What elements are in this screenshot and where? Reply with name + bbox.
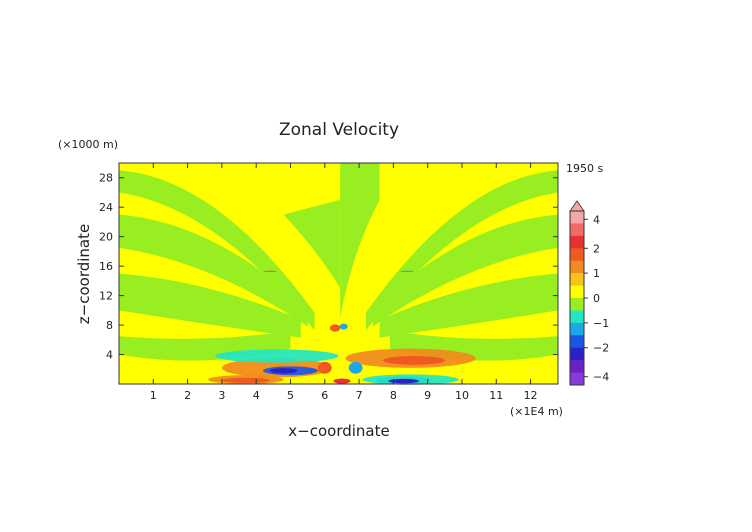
colorbar-tick-label: 1 <box>593 267 600 280</box>
x-tick-label: 11 <box>489 389 503 402</box>
colorbar-tick-label: −2 <box>593 342 609 355</box>
colorbar-level <box>570 335 584 349</box>
colorbar-level <box>570 322 584 336</box>
field-center-left <box>283 199 341 289</box>
colorbar-level <box>570 235 584 249</box>
y-axis-title: z−coordinate <box>75 224 93 324</box>
plot-area <box>119 163 558 385</box>
y-tick-label: 28 <box>99 172 113 185</box>
y-tick-label: 20 <box>99 231 113 244</box>
field-core-2 <box>388 378 420 384</box>
colorbar-level <box>570 260 584 274</box>
colorbar: 4 2 1 0 −1 −2 −4 <box>569 200 609 386</box>
x-tick-label: 2 <box>184 389 191 402</box>
colorbar-level <box>570 223 584 237</box>
field-core-6 <box>317 361 332 374</box>
x-tick-label: 10 <box>455 389 469 402</box>
x-tick-label: 6 <box>321 389 328 402</box>
colorbar-level <box>570 360 584 373</box>
colorbar-tick-label: −4 <box>593 371 609 384</box>
field-stripe-4 <box>365 170 558 331</box>
colorbar-level <box>570 310 584 324</box>
x-tick-label: 12 <box>524 389 538 402</box>
colorbar-level <box>570 248 584 262</box>
x-axis-title: x−coordinate <box>288 422 389 440</box>
field-core-0 <box>221 377 270 383</box>
chart-title: Zonal Velocity <box>279 120 399 140</box>
x-unit-label: (×1E4 m) <box>510 405 563 418</box>
field-stripe-5 <box>372 214 558 327</box>
colorbar-level <box>570 211 584 224</box>
y-unit-label: (×1000 m) <box>58 138 118 151</box>
field-core-1 <box>269 368 298 374</box>
colorbar-tick-label: 0 <box>593 292 600 305</box>
y-tick-label: 24 <box>99 201 113 214</box>
field-stripe-0 <box>119 170 315 331</box>
colorbar-level <box>570 372 584 386</box>
y-axis: 4 8 12 16 20 24 28 <box>99 172 558 362</box>
y-tick-label: 4 <box>106 349 113 362</box>
field-stripe-2 <box>119 273 301 338</box>
x-tick-label: 1 <box>150 389 157 402</box>
colorbar-top-arrow <box>569 200 585 212</box>
x-tick-label: 4 <box>253 389 260 402</box>
x-tick-label: 5 <box>287 389 294 402</box>
colorbar-tick-label: 4 <box>593 213 600 226</box>
x-tick-label: 3 <box>218 389 225 402</box>
field-stripe-6 <box>379 273 558 338</box>
x-tick-label: 9 <box>424 389 431 402</box>
field-stripe-1 <box>119 214 308 327</box>
colorbar-level <box>570 285 584 299</box>
field-core-3 <box>383 356 445 365</box>
colorbar-tick-label: 2 <box>593 242 600 255</box>
colorbar-level <box>570 273 584 286</box>
field-core-10 <box>400 270 414 272</box>
field-core-9 <box>263 270 277 272</box>
field-core-5 <box>339 323 348 330</box>
colorbar-tick-label: −1 <box>593 317 609 330</box>
y-tick-label: 12 <box>99 290 113 303</box>
x-tick-label: 8 <box>390 389 397 402</box>
y-tick-label: 16 <box>99 260 113 273</box>
field-core-8 <box>333 378 351 384</box>
colorbar-level <box>570 298 584 311</box>
y-tick-label: 8 <box>106 319 113 332</box>
time-label: 1950 s <box>566 162 603 175</box>
plot-frame <box>118 162 559 385</box>
field-core-4 <box>329 324 341 332</box>
field-core-7 <box>348 361 363 374</box>
field-center-column <box>340 163 380 318</box>
field-region-2 <box>215 349 339 363</box>
colorbar-level <box>570 347 584 361</box>
x-axis: 1 2 3 4 5 6 7 8 9 10 11 12 <box>150 163 538 402</box>
x-tick-label: 7 <box>356 389 363 402</box>
